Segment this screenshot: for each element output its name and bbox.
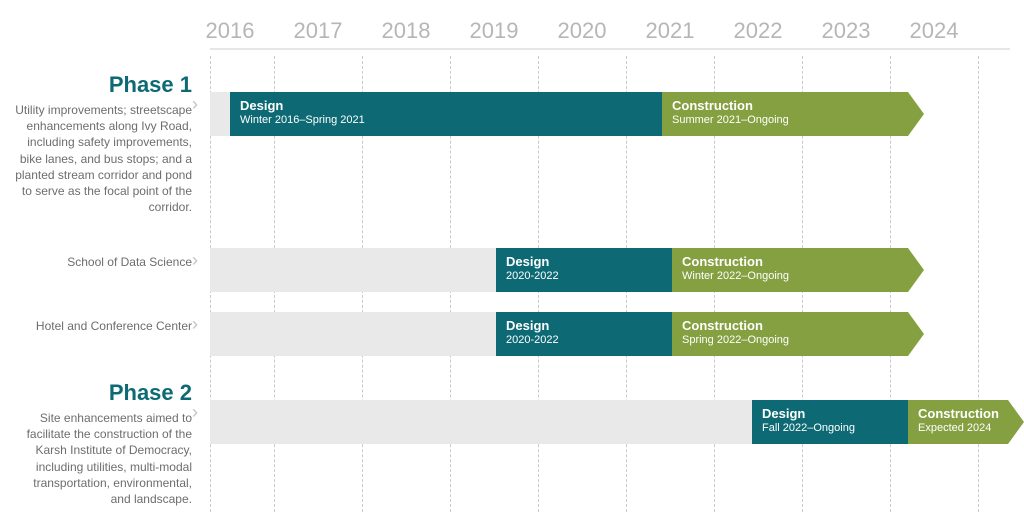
bar-text: ConstructionWinter 2022–Ongoing	[682, 254, 789, 282]
bar-design: DesignFall 2022–Ongoing	[752, 400, 908, 444]
phase-desc: Site enhancements aimed to facilitate th…	[14, 410, 192, 507]
bar-subtitle: 2020-2022	[506, 334, 559, 346]
bar-design: Design2020-2022	[496, 312, 672, 356]
bar-text: DesignFall 2022–Ongoing	[762, 406, 855, 434]
bar-title: Construction	[682, 254, 789, 269]
year-label: 2020	[538, 18, 626, 44]
bar-subtitle: Winter 2022–Ongoing	[682, 270, 789, 282]
bar-construction: ConstructionExpected 2024	[908, 400, 1008, 444]
bar-title: Design	[240, 98, 365, 113]
bar-title: Construction	[682, 318, 789, 333]
row-label: School of Data Science	[14, 254, 192, 270]
bar-text: ConstructionExpected 2024	[918, 406, 999, 434]
row-label: Hotel and Conference Center	[14, 318, 192, 334]
arrowhead-icon	[908, 312, 924, 356]
row-title: School of Data Science	[14, 254, 192, 270]
bar-title: Design	[506, 254, 559, 269]
bar-text: ConstructionSummer 2021–Ongoing	[672, 98, 789, 126]
phase-desc: Utility improvements; streetscape enhanc…	[14, 102, 192, 215]
bar-title: Construction	[918, 406, 999, 421]
bar-text: Design2020-2022	[506, 254, 559, 282]
bar-title: Design	[506, 318, 559, 333]
bar-design: DesignWinter 2016–Spring 2021	[230, 92, 662, 136]
bar-subtitle: 2020-2022	[506, 270, 559, 282]
bar-construction: ConstructionWinter 2022–Ongoing	[672, 248, 908, 292]
bar-subtitle: Summer 2021–Ongoing	[672, 114, 789, 126]
year-label: 2023	[802, 18, 890, 44]
bar-construction: ConstructionSummer 2021–Ongoing	[662, 92, 908, 136]
bar-subtitle: Spring 2022–Ongoing	[682, 334, 789, 346]
year-label: 2021	[626, 18, 714, 44]
bar-inactive	[210, 400, 752, 444]
phase-label: Phase 2 Site enhancements aimed to facili…	[14, 380, 192, 507]
bar-subtitle: Fall 2022–Ongoing	[762, 422, 855, 434]
bar-text: ConstructionSpring 2022–Ongoing	[682, 318, 789, 346]
year-label: 2016	[186, 18, 274, 44]
phase-title: Phase 2	[14, 380, 192, 406]
arrowhead-icon	[1008, 400, 1024, 444]
arrowhead-icon	[908, 92, 924, 136]
row-title: Hotel and Conference Center	[14, 318, 192, 334]
bar-inactive	[210, 92, 230, 136]
bar-design: Design2020-2022	[496, 248, 672, 292]
arrowhead-icon	[908, 248, 924, 292]
year-label: 2024	[890, 18, 978, 44]
bar-text: Design2020-2022	[506, 318, 559, 346]
bar-subtitle: Expected 2024	[918, 422, 999, 434]
phase-title: Phase 1	[14, 72, 192, 98]
year-label: 2019	[450, 18, 538, 44]
bar-text: DesignWinter 2016–Spring 2021	[240, 98, 365, 126]
phase-label: Phase 1 Utility improvements; streetscape…	[14, 72, 192, 215]
bar-subtitle: Winter 2016–Spring 2021	[240, 114, 365, 126]
year-label: 2018	[362, 18, 450, 44]
year-label: 2022	[714, 18, 802, 44]
bar-inactive	[210, 248, 496, 292]
bar-title: Design	[762, 406, 855, 421]
year-rule	[210, 48, 1010, 50]
year-label: 2017	[274, 18, 362, 44]
bar-inactive	[210, 312, 496, 356]
timeline-chart: 201620172018201920202021202220232024 Phas…	[0, 0, 1024, 520]
bar-construction: ConstructionSpring 2022–Ongoing	[672, 312, 908, 356]
bar-title: Construction	[672, 98, 789, 113]
